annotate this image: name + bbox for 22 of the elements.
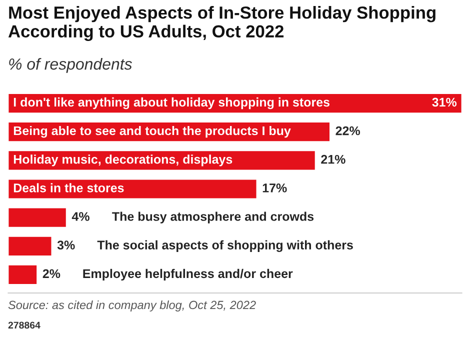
y-tick-label: Employee helpfulness and/or cheer — [83, 268, 293, 281]
bar — [8, 178, 258, 200]
text: 278864 — [8, 322, 40, 329]
y-tick-label: The social aspects of shopping with others — [97, 240, 353, 252]
y-tick-label: Being able to see and touch the products I buy — [14, 126, 291, 138]
data-label: 31% — [432, 98, 457, 107]
data-label: 21% — [321, 154, 346, 164]
data-label: 17% — [262, 184, 287, 192]
y-tick-label: I don't like anything about holiday shopping in stores — [14, 97, 330, 110]
y-tick-label: Holiday music, decorations, displays — [14, 154, 232, 166]
data-label: 22% — [336, 126, 360, 136]
y-tick-label: The busy atmosphere and crowds — [112, 212, 314, 224]
bar — [8, 235, 53, 257]
data-label: 2% — [42, 269, 60, 278]
source-note: Source: as cited in company blog, Oct 25, 2022 — [8, 300, 256, 312]
chart-title: Most Enjoyed Aspects of In-Store Holiday Shopping According to US Adults, Oct 2022 — [8, 6, 436, 42]
bar — [8, 264, 38, 286]
data-label: 3% — [57, 240, 75, 250]
data-label: 4% — [72, 212, 90, 221]
bar — [8, 206, 68, 228]
y-tick-label: Deals in the stores — [14, 183, 124, 192]
chart-subtitle: % of respondents — [9, 58, 132, 73]
